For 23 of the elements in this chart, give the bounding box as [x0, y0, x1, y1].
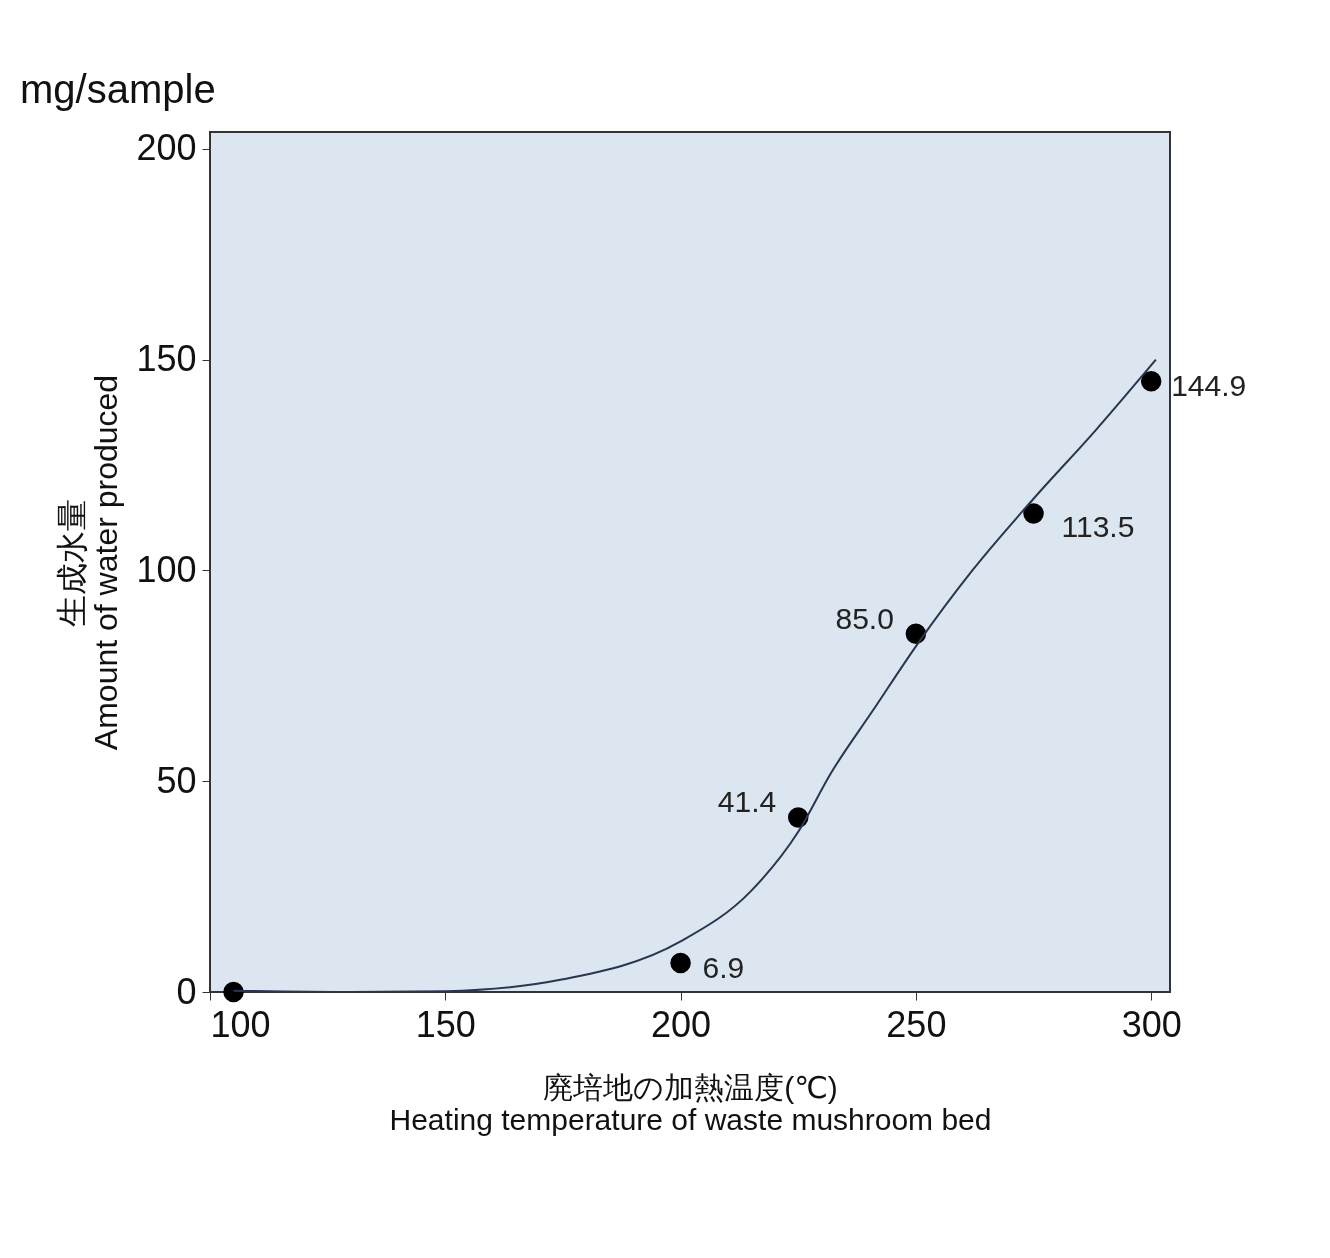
data-label: 41.4 [717, 785, 777, 819]
y-tick-label: 200 [136, 127, 197, 169]
y-tick-label: 0 [176, 970, 197, 1012]
x-tick-label: 200 [651, 1003, 712, 1045]
data-label: 6.9 [702, 950, 745, 984]
data-label: 144.9 [1171, 369, 1247, 403]
data-label: 85.0 [835, 601, 894, 635]
x-tick-label: 300 [1121, 1003, 1182, 1045]
point [1140, 370, 1162, 392]
x-tick-label: 100 [210, 1003, 271, 1045]
text: mg/sample [20, 66, 216, 111]
y-tick-label: 100 [136, 548, 197, 590]
x-axis-title: 廃培地の加熱温度(℃) Heating temperature of waste mushroom bed [389, 1070, 992, 1136]
point [905, 623, 927, 644]
y-axis-title: 生成水量 Amount of water produced [54, 374, 125, 751]
point [1023, 503, 1044, 524]
y-tick-label: 50 [156, 759, 197, 801]
x-tick-label: 250 [886, 1003, 947, 1045]
point [670, 952, 691, 974]
x-tick-label: 150 [415, 1003, 476, 1045]
y-tick-label: 150 [136, 338, 197, 380]
point [223, 981, 244, 1003]
data-label: 113.5 [1061, 509, 1135, 543]
